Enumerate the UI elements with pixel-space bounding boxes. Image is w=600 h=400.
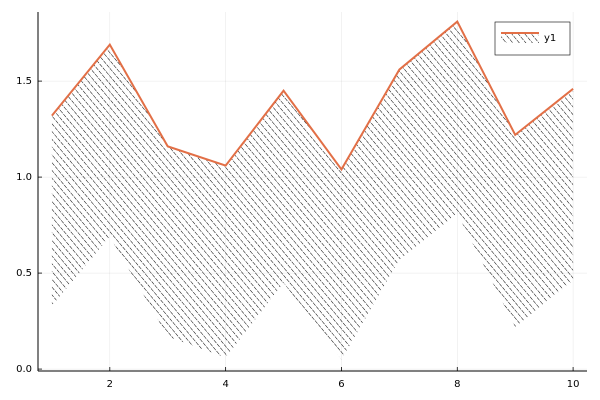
x-tick-label: 6 xyxy=(338,379,344,390)
y-tick-label: 0.0 xyxy=(16,364,32,375)
line xyxy=(51,20,574,172)
y-tick-label: 1.5 xyxy=(16,76,32,87)
fill-area xyxy=(51,21,574,360)
x-tick-label: 8 xyxy=(454,379,460,390)
legend-label: y1 xyxy=(544,33,556,44)
legend-fill xyxy=(501,33,539,43)
x-tick-label: 4 xyxy=(222,379,228,390)
y-tick-label: 0.5 xyxy=(16,268,32,279)
y-tick-label: 1.0 xyxy=(16,172,32,183)
x-tick-label: 2 xyxy=(107,379,113,390)
x-tick-label: 10 xyxy=(567,379,580,390)
